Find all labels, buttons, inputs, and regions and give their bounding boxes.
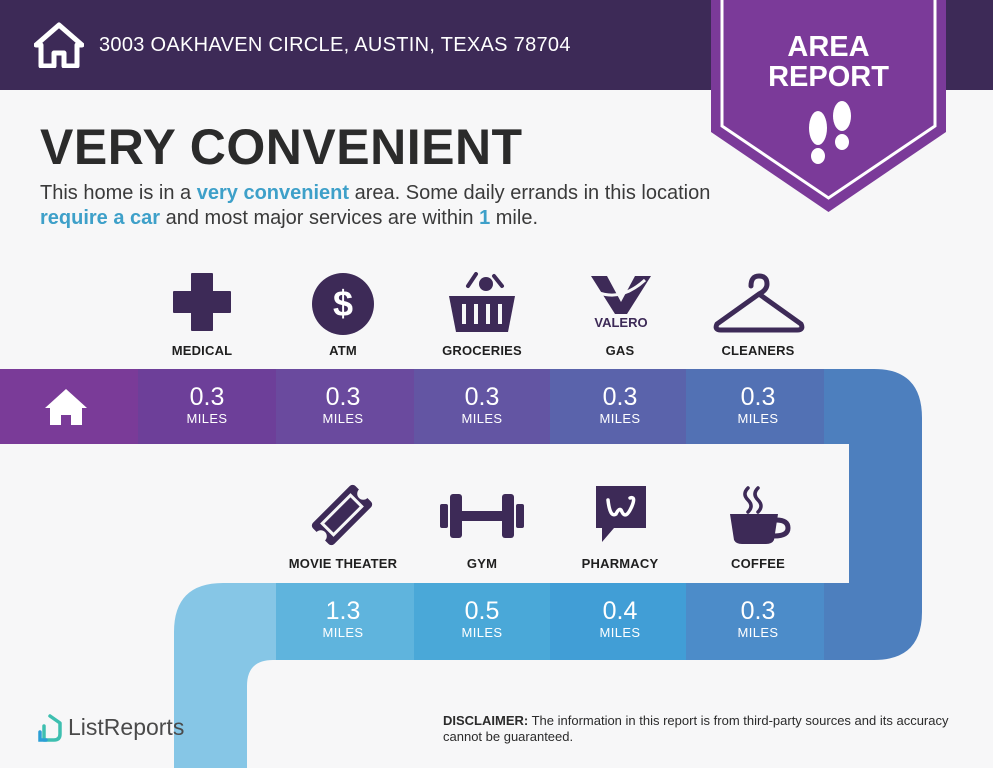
disclaimer-label: DISCLAIMER: (443, 713, 529, 728)
footprints-icon (809, 101, 851, 164)
distance-groceries: 0.3 MILES (413, 383, 551, 427)
distance-value: 0.3 (740, 597, 776, 625)
intro-highlight-2: require a car (40, 207, 161, 229)
distance-pharmacy: 0.4 MILES (551, 597, 689, 641)
convenience-headline: VERY CONVENIENT (40, 119, 523, 175)
intro-text-2: area. Some daily errands in this locatio… (349, 182, 711, 204)
property-address: 3003 OAKHAVEN CIRCLE, AUSTIN, TEXAS 7870… (99, 34, 571, 56)
distance-unit: MILES (737, 625, 779, 640)
distance-value: 0.3 (464, 383, 500, 411)
label-cleaners: CLEANERS (721, 343, 795, 358)
valero-logo-icon: VALERO (591, 276, 651, 330)
distance-coffee: 0.3 MILES (689, 597, 827, 641)
distance-gas: 0.3 MILES (551, 383, 689, 427)
area-report-badge (711, 0, 946, 212)
distance-value: 0.4 (602, 597, 638, 625)
coffee-cup-icon (730, 486, 791, 544)
distance-cleaners: 0.3 MILES (689, 383, 827, 427)
svg-text:$: $ (333, 283, 353, 324)
listreports-brand[interactable]: ListReports (38, 713, 208, 743)
distance-unit: MILES (461, 625, 503, 640)
brand-name: ListReports (68, 714, 185, 740)
distance-unit: MILES (599, 625, 641, 640)
distance-value: 1.3 (325, 597, 361, 625)
label-movie-theater: MOVIE THEATER (288, 556, 398, 571)
distance-value: 0.3 (189, 383, 225, 411)
distance-unit: MILES (737, 411, 779, 426)
label-gas: GAS (605, 343, 635, 358)
label-pharmacy: PHARMACY (581, 556, 659, 571)
distance-atm: 0.3 MILES (274, 383, 412, 427)
distance-value: 0.3 (602, 383, 638, 411)
intro-highlight-3: 1 (479, 207, 491, 229)
hanger-icon (713, 273, 805, 333)
start-home-icon (45, 389, 87, 425)
distance-unit: MILES (461, 411, 503, 426)
home-icon (34, 22, 84, 68)
distance-value: 0.5 (464, 597, 500, 625)
distance-unit: MILES (322, 625, 364, 640)
walgreens-logo-icon (596, 486, 646, 542)
distance-movie-theater: 1.3 MILES (274, 597, 412, 641)
label-medical: MEDICAL (171, 343, 233, 358)
valero-logo-text: VALERO (594, 315, 647, 330)
distance-unit: MILES (186, 411, 228, 426)
medical-cross-icon (173, 273, 231, 331)
distance-unit: MILES (599, 411, 641, 426)
grocery-basket-icon (449, 272, 515, 332)
listreports-logo-icon (38, 714, 62, 742)
distance-unit: MILES (322, 411, 364, 426)
intro-highlight-1: very convenient (196, 182, 350, 204)
dollar-coin-icon: $ (312, 273, 374, 335)
distance-gym: 0.5 MILES (413, 597, 551, 641)
disclaimer-text: The information in this report is from t… (443, 713, 949, 744)
ticket-icon (311, 484, 373, 546)
distance-medical: 0.3 MILES (138, 383, 276, 427)
badge-title-line-1: AREA (787, 31, 870, 63)
label-atm: ATM (329, 343, 357, 358)
dumbbell-icon (440, 494, 524, 538)
badge-title-line-2: REPORT (768, 61, 889, 93)
intro-text-4: mile. (490, 207, 539, 229)
intro-text-3: and most major services are within (160, 207, 480, 229)
intro-paragraph: This home is in a very convenient area. … (40, 181, 720, 231)
disclaimer: DISCLAIMER: The information in this repo… (443, 713, 963, 745)
badge-title: AREA REPORT (711, 32, 946, 92)
distance-value: 0.3 (740, 383, 776, 411)
label-gym: GYM (466, 556, 498, 571)
distance-value: 0.3 (325, 383, 361, 411)
label-coffee: COFFEE (731, 556, 785, 571)
intro-text-1: This home is in a (40, 182, 197, 204)
label-groceries: GROCERIES (442, 343, 522, 358)
